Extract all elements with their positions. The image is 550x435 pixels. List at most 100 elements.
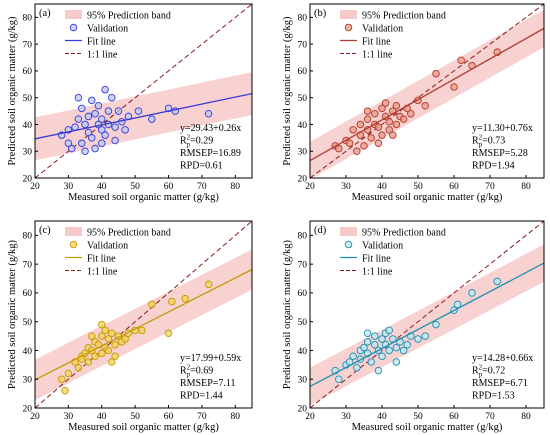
data-point-30 (164, 329, 173, 337)
data-point-31 (168, 297, 176, 306)
stat-line-1: Rp2=0.72 (472, 364, 505, 379)
data-point-4 (74, 115, 83, 123)
x-tick-label: 70 (197, 412, 207, 422)
data-point-21 (111, 340, 119, 349)
legend-band-label: 95% Prediction band (87, 228, 171, 239)
data-point-32 (457, 56, 465, 64)
stat-line-0: y=14.28+0.66x (472, 353, 533, 364)
panel-label: (b) (314, 8, 327, 19)
x-tick-label: 80 (231, 412, 241, 422)
legend: 95% Prediction band Validation Fit line 1:1… (340, 227, 446, 278)
data-point-10 (84, 128, 93, 137)
legend-band-label: 95% Prediction band (362, 228, 446, 239)
legend-fit-label: Fit line (87, 254, 116, 265)
data-point-29 (432, 320, 440, 329)
stat-line-3: RPD=1.94 (472, 161, 515, 172)
x-tick-label: 70 (485, 182, 495, 192)
y-tick-label: 60 (23, 67, 33, 77)
data-point-35 (64, 139, 73, 147)
data-point-32 (181, 294, 189, 303)
y-tick-label: 70 (23, 40, 33, 50)
data-point-13 (371, 332, 379, 340)
x-tick-label: 40 (377, 182, 387, 192)
stat-line-1: Rp2=0.29 (180, 134, 213, 149)
data-point-23 (392, 120, 401, 129)
y-tick-label: 70 (23, 260, 33, 270)
stat-line-3: RPD=1.44 (180, 391, 223, 402)
y-tick-label: 60 (298, 289, 308, 299)
data-point-19 (385, 346, 393, 355)
y-tick-label: 80 (23, 14, 33, 24)
x-tick-label: 20 (30, 412, 40, 422)
data-point-4 (349, 126, 357, 134)
legend: 95% Prediction band Validation Fit line 1:1… (65, 227, 171, 278)
legend-one-to-one-label: 1:1 line (362, 50, 393, 61)
data-point-8 (360, 142, 368, 150)
x-tick-label: 40 (97, 412, 107, 422)
x-axis-label: Measured soil organic matter (g/kg) (68, 192, 219, 203)
y-tick-label: 40 (298, 121, 308, 131)
data-point-11 (367, 358, 375, 366)
data-point-1 (335, 375, 343, 383)
data-point-16 (101, 326, 109, 335)
data-point-8 (360, 343, 368, 352)
data-point-11 (367, 134, 375, 142)
data-point-16 (94, 101, 103, 110)
stat-line-3: RPD=0.61 (180, 161, 223, 172)
y-tick-label: 50 (23, 94, 33, 104)
y-tick-label: 60 (298, 67, 308, 77)
y-tick-label: 20 (23, 404, 33, 414)
fit-line (310, 262, 544, 388)
x-tick-label: 20 (30, 182, 40, 192)
data-point-36 (108, 358, 116, 366)
fit-line (35, 92, 252, 140)
data-point-25 (121, 335, 129, 343)
y-axis-label: Predicted soil organic matter (g/kg) (7, 16, 18, 166)
y-tick-label: 30 (23, 376, 33, 386)
data-point-35 (363, 107, 372, 115)
y-tick-label: 80 (23, 232, 33, 242)
data-point-35 (374, 366, 383, 375)
stat-line-1: Rp2=0.73 (472, 134, 505, 149)
data-point-15 (378, 104, 386, 113)
panel-c: 20 30 40 50 60 70 80 20 30 40 50 60 70 80 Measured soi… (7, 220, 253, 433)
fit-line (35, 268, 252, 381)
data-point-20 (108, 329, 116, 337)
data-point-16 (378, 131, 386, 139)
data-point-34 (204, 110, 213, 118)
stat-line-2: RMSEP=7.11 (180, 378, 236, 389)
data-point-23 (108, 93, 116, 102)
data-point-1 (61, 386, 69, 395)
data-point-17 (98, 126, 106, 134)
data-point-21 (104, 107, 113, 115)
y-tick-label: 50 (298, 94, 308, 104)
panel-b: 20 30 40 50 60 70 80 20 30 40 50 60 70 80 Measured soi… (282, 3, 545, 203)
data-point-11 (88, 96, 96, 105)
data-point-24 (399, 346, 408, 355)
data-point-33 (204, 280, 213, 289)
data-point-22 (111, 352, 119, 360)
stat-line-3: RPD=1.53 (472, 391, 515, 402)
panel-a: 20 30 40 50 60 70 80 20 30 40 50 60 70 80 Measured soi… (7, 3, 253, 203)
y-tick-label: 20 (298, 404, 308, 414)
legend-one-to-one-label: 1:1 line (87, 267, 118, 278)
y-tick-label: 30 (298, 376, 308, 386)
data-point-9 (84, 112, 93, 121)
y-tick-label: 70 (298, 260, 308, 270)
x-tick-label: 20 (305, 182, 315, 192)
data-point-28 (421, 332, 429, 340)
plot-area (310, 221, 544, 408)
legend-one-to-one-label: 1:1 line (362, 267, 393, 278)
data-point-10 (363, 338, 372, 346)
y-tick-label: 20 (298, 174, 308, 184)
x-tick-label: 80 (521, 182, 531, 192)
legend-fit-label: Fit line (87, 37, 116, 48)
legend-validation-marker (344, 240, 353, 249)
data-point-5 (77, 139, 86, 147)
legend-validation-label: Validation (87, 24, 128, 35)
legend-validation-marker (69, 240, 78, 249)
data-point-9 (84, 358, 93, 366)
data-point-37 (389, 131, 397, 139)
